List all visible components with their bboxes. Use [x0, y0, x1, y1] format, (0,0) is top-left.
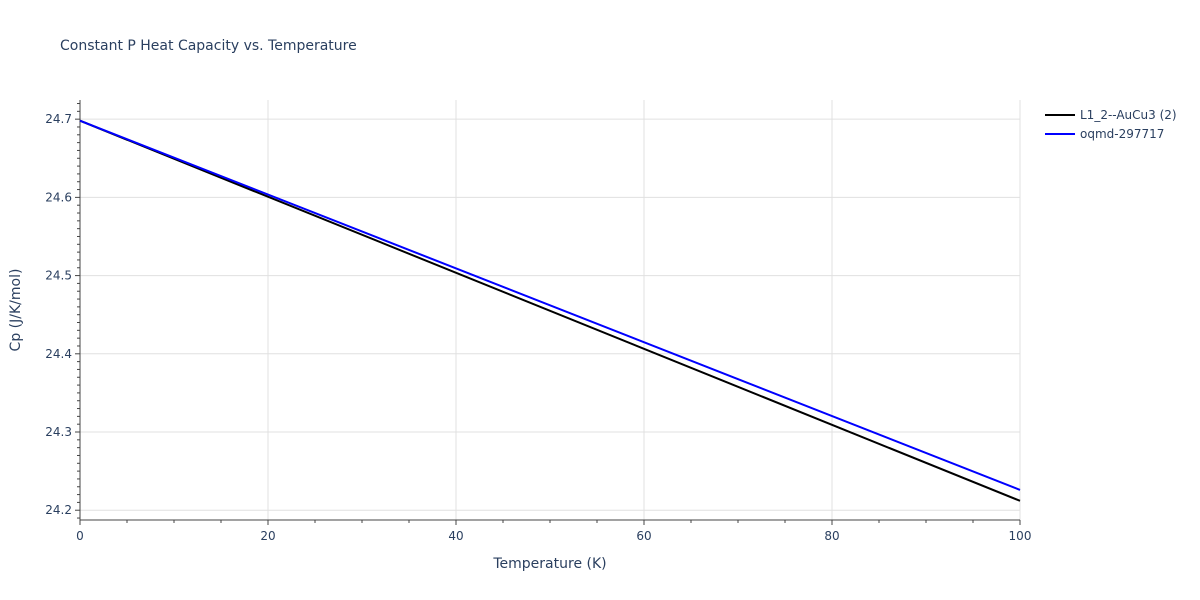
x-tick-label: 100 [1009, 529, 1032, 543]
y-tick-label: 24.5 [45, 269, 72, 283]
x-tick-label: 60 [636, 529, 651, 543]
legend-label: oqmd-297717 [1080, 127, 1164, 141]
y-tick-label: 24.2 [45, 503, 72, 517]
series-layer [79, 119, 1021, 502]
x-tick-label: 80 [824, 529, 839, 543]
series-line-1 [79, 119, 1021, 491]
x-axis-title: Temperature (K) [492, 556, 606, 572]
legend-label: L1_2--AuCu3 (2) [1080, 108, 1177, 122]
x-tick-label: 40 [448, 529, 463, 543]
grid-layer [80, 100, 1021, 520]
y-axis-title: Cp (J/K/mol) [8, 269, 24, 352]
y-tick-label: 24.3 [45, 425, 72, 439]
y-tick-label: 24.7 [45, 112, 72, 126]
chart-title: Constant P Heat Capacity vs. Temperature [60, 38, 357, 54]
x-tick-label: 20 [260, 529, 275, 543]
x-tick-label: 0 [76, 529, 84, 543]
series-line-0 [79, 119, 1021, 502]
axis-layer: 0 20 40 60 80 100 24.2 24.3 24.4 24.5 24.6 24.7 [45, 100, 1031, 543]
y-tick-label: 24.6 [45, 190, 72, 204]
legend: L1_2--AuCu3 (2) oqmd-297717 [1045, 108, 1177, 141]
y-tick-label: 24.4 [45, 347, 72, 361]
